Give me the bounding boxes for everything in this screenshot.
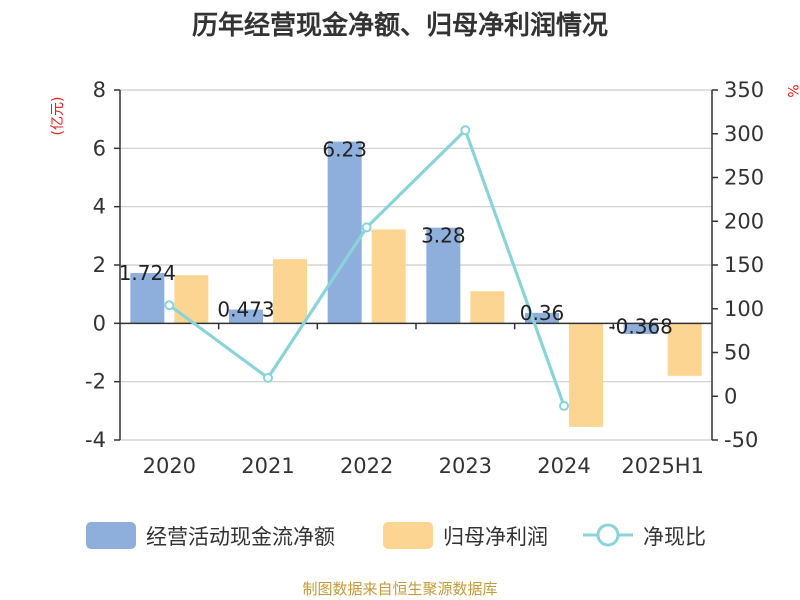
x-axis-tick-label: 2020 bbox=[143, 454, 196, 478]
right-axis-tick-label: 100 bbox=[724, 297, 764, 321]
x-axis-tick-label: 2025H1 bbox=[621, 454, 704, 478]
gridlines bbox=[120, 89, 712, 441]
bar-cash-flow bbox=[525, 312, 559, 324]
bar-cash-flow bbox=[229, 309, 263, 324]
left-axis-tick-label: 6 bbox=[93, 136, 106, 160]
legend: 经营活动现金流净额 归母净利润 净现比 bbox=[86, 522, 706, 549]
x-axis-tick-label: 2024 bbox=[537, 454, 590, 478]
legend-label-cash-flow: 经营活动现金流净额 bbox=[146, 525, 335, 549]
cash-flow-value-label: 1.724 bbox=[119, 261, 176, 285]
right-axis-tick-label: 250 bbox=[724, 166, 764, 190]
bar-cash-flow bbox=[327, 141, 362, 324]
axes: 8 6 4 2 0 -2 -4 350 300 250 200 150 100 50 0 -50 2020 202… bbox=[85, 78, 764, 478]
left-axis-tick-label: -4 bbox=[85, 428, 106, 452]
cash-flow-value-label: 0.473 bbox=[217, 298, 274, 322]
ratio-line bbox=[168, 127, 566, 407]
bar-cash-flow bbox=[426, 227, 461, 324]
legend-swatch-cash-flow bbox=[86, 522, 136, 549]
right-axis-tick-label: 50 bbox=[724, 341, 751, 365]
ratio-point bbox=[263, 372, 273, 383]
right-axis-tick-label: 200 bbox=[724, 209, 764, 233]
source-note: 制图数据来自恒生聚源数据库 bbox=[302, 580, 497, 598]
ratio-point bbox=[559, 400, 569, 411]
bar-net-profit bbox=[470, 291, 505, 324]
left-axis-tick-label: 4 bbox=[93, 195, 106, 219]
cash-flow-value-label: 0.36 bbox=[520, 301, 565, 325]
right-axis-tick-label: 300 bbox=[724, 122, 764, 146]
left-axis-tick-label: -2 bbox=[85, 370, 106, 394]
right-axis-tick-label: 0 bbox=[724, 384, 737, 408]
bar-net-profit bbox=[371, 229, 406, 324]
right-axis-tick-label: 150 bbox=[724, 253, 764, 277]
x-axis-tick-label: 2022 bbox=[340, 454, 393, 478]
bar-series bbox=[130, 141, 702, 427]
x-axis-tick-label: 2023 bbox=[439, 454, 492, 478]
bar-net-profit bbox=[273, 259, 307, 324]
left-axis-tick-label: 2 bbox=[93, 253, 106, 277]
bar-net-profit bbox=[569, 323, 603, 427]
x-axis-tick-label: 2021 bbox=[241, 454, 294, 478]
ratio-point bbox=[460, 125, 471, 136]
right-axis-tick-label: 350 bbox=[724, 78, 764, 102]
left-axis-unit: (亿元) bbox=[50, 97, 66, 136]
cash-flow-value-label: 3.28 bbox=[421, 224, 466, 248]
ratio-point bbox=[361, 222, 372, 233]
ratio-point bbox=[164, 300, 175, 311]
right-axis-tick-label: -50 bbox=[724, 428, 758, 452]
bar-net-profit bbox=[174, 275, 209, 324]
legend-swatch-ratio-marker bbox=[596, 523, 620, 547]
cash-flow-value-label: 6.23 bbox=[322, 138, 367, 162]
chart-title: 历年经营现金净额、归母净利润情况 bbox=[192, 10, 608, 41]
legend-label-ratio: 净现比 bbox=[643, 525, 706, 549]
bar-cash-flow bbox=[623, 323, 658, 335]
bar-cash-flow bbox=[130, 273, 165, 324]
left-axis-tick-label: 8 bbox=[93, 78, 106, 102]
data-labels: 1.724 0.473 6.23 3.28 0.36 -0.368 bbox=[119, 138, 673, 339]
bar-net-profit bbox=[667, 323, 702, 376]
cash-flow-value-label: -0.368 bbox=[608, 314, 672, 338]
right-axis-unit: % bbox=[784, 84, 800, 97]
legend-label-net-profit: 归母净利润 bbox=[443, 525, 548, 549]
left-axis-tick-label: 0 bbox=[93, 311, 106, 335]
line-series bbox=[164, 125, 569, 411]
legend-swatch-net-profit bbox=[383, 522, 433, 549]
